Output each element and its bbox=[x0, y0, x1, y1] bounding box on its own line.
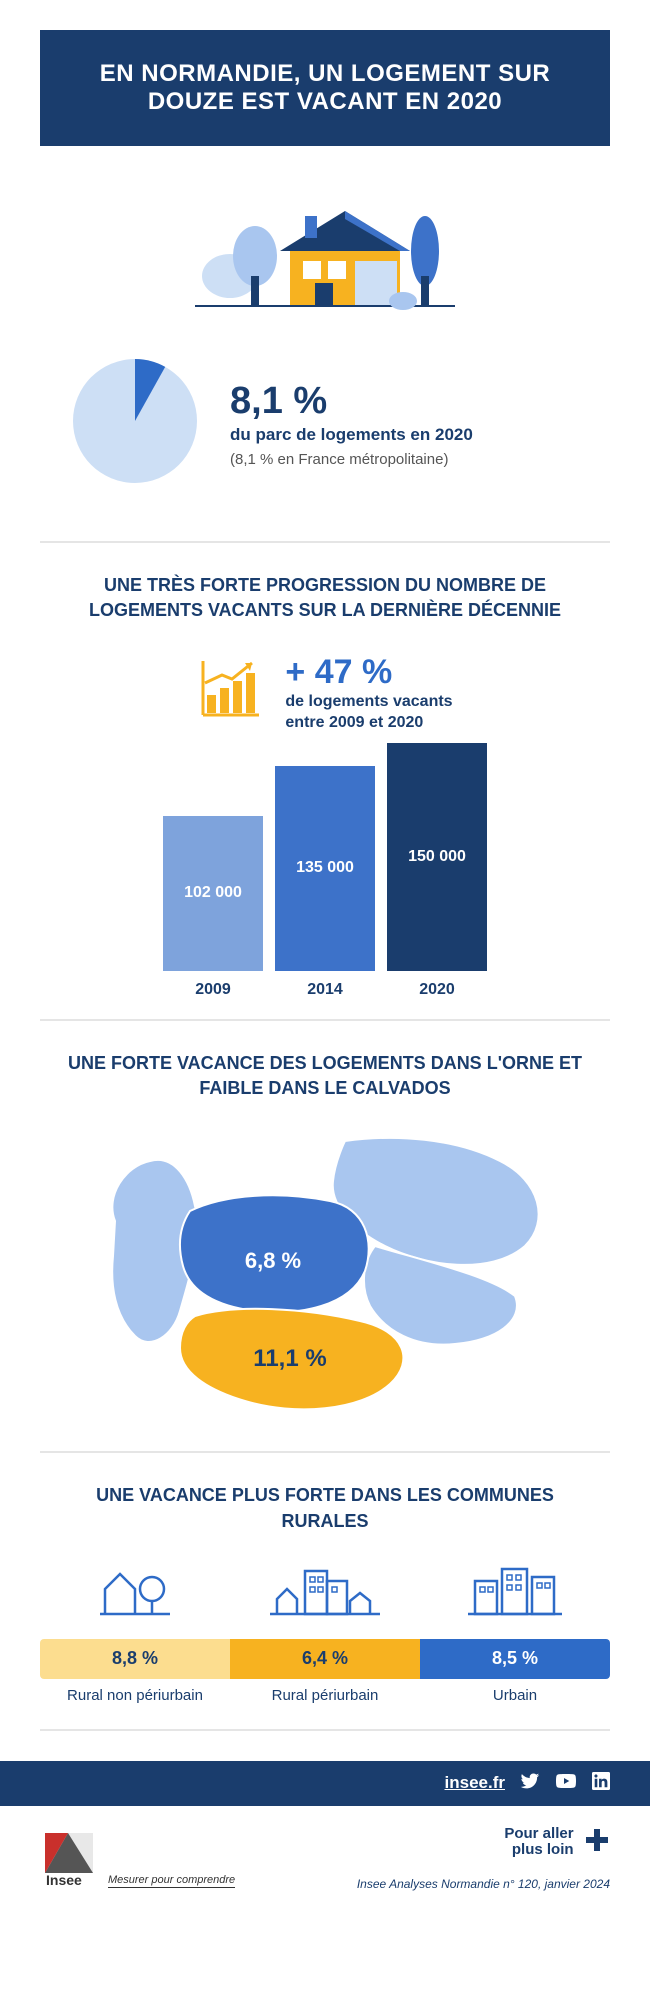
commune-seg: 6,4 % bbox=[230, 1639, 420, 1679]
calvados-label: 6,8 % bbox=[245, 1248, 301, 1273]
more-link[interactable]: Pour aller plus loin Insee Analyses Norm… bbox=[357, 1826, 610, 1891]
linkedin-icon[interactable] bbox=[592, 1772, 610, 1795]
source-line: Insee Analyses Normandie n° 120, janvier… bbox=[357, 1877, 610, 1891]
divider bbox=[40, 1729, 610, 1731]
pie-percent: 8,1 % bbox=[230, 380, 473, 423]
growth-row: + 47 % de logements vacants entre 2009 e… bbox=[40, 653, 610, 734]
growth-chart-icon bbox=[197, 653, 267, 728]
commune-icons bbox=[40, 1559, 610, 1639]
plus-icon bbox=[584, 1827, 610, 1858]
bar-2020: 150 0002020 bbox=[387, 743, 487, 999]
insee-logo: Insee Mesurer pour comprendre bbox=[40, 1828, 235, 1888]
divider bbox=[40, 1451, 610, 1453]
growth-percent: + 47 % bbox=[285, 653, 452, 692]
pie-line1: du parc de logements en 2020 bbox=[230, 425, 473, 445]
growth-desc: de logements vacants entre 2009 et 2020 bbox=[285, 692, 452, 734]
section4-title: UNE VACANCE PLUS FORTE DANS LES COMMUNES… bbox=[40, 1483, 610, 1533]
commune-seg: 8,5 % bbox=[420, 1639, 610, 1679]
commune-label: Urbain bbox=[420, 1687, 610, 1704]
house-illustration bbox=[40, 181, 610, 326]
divider bbox=[40, 1019, 610, 1021]
orne-label: 11,1 % bbox=[253, 1345, 326, 1372]
normandie-map: 6,8 % 11,1 % bbox=[40, 1126, 610, 1431]
pie-line2: (8,1 % en France métropolitaine) bbox=[230, 451, 473, 468]
commune-label: Rural périurbain bbox=[230, 1687, 420, 1704]
commune-bar: 8,8 %6,4 %8,5 % bbox=[40, 1639, 610, 1679]
bar-2014: 135 0002014 bbox=[275, 766, 375, 999]
pie-chart bbox=[65, 351, 205, 496]
bar-2009: 102 0002009 bbox=[163, 816, 263, 999]
footer-site[interactable]: insee.fr bbox=[445, 1773, 505, 1793]
twitter-icon[interactable] bbox=[520, 1771, 540, 1796]
youtube-icon[interactable] bbox=[555, 1771, 577, 1796]
pie-stat-row: 8,1 % du parc de logements en 2020 (8,1 … bbox=[40, 346, 610, 521]
insee-tagline: Mesurer pour comprendre bbox=[108, 1874, 235, 1888]
rural-non-periurbain-icon bbox=[40, 1559, 230, 1639]
title-banner: EN NORMANDIE, UN LOGEMENT SUR DOUZE EST … bbox=[40, 30, 610, 146]
urbain-icon bbox=[420, 1559, 610, 1639]
divider bbox=[40, 541, 610, 543]
footer-bottom: Insee Mesurer pour comprendre Pour aller… bbox=[0, 1806, 650, 1916]
footer-band: insee.fr bbox=[0, 1761, 650, 1806]
svg-text:Insee: Insee bbox=[46, 1872, 82, 1888]
bar-chart: 102 0002009135 0002014150 0002020 bbox=[40, 759, 610, 999]
commune-label: Rural non périurbain bbox=[40, 1687, 230, 1704]
commune-labels: Rural non périurbainRural périurbainUrba… bbox=[40, 1687, 610, 1704]
commune-seg: 8,8 % bbox=[40, 1639, 230, 1679]
section3-title: UNE FORTE VACANCE DES LOGEMENTS DANS L'O… bbox=[40, 1051, 610, 1101]
rural-periurbain-icon bbox=[230, 1559, 420, 1639]
section2-title: UNE TRÈS FORTE PROGRESSION DU NOMBRE DE … bbox=[40, 573, 610, 623]
